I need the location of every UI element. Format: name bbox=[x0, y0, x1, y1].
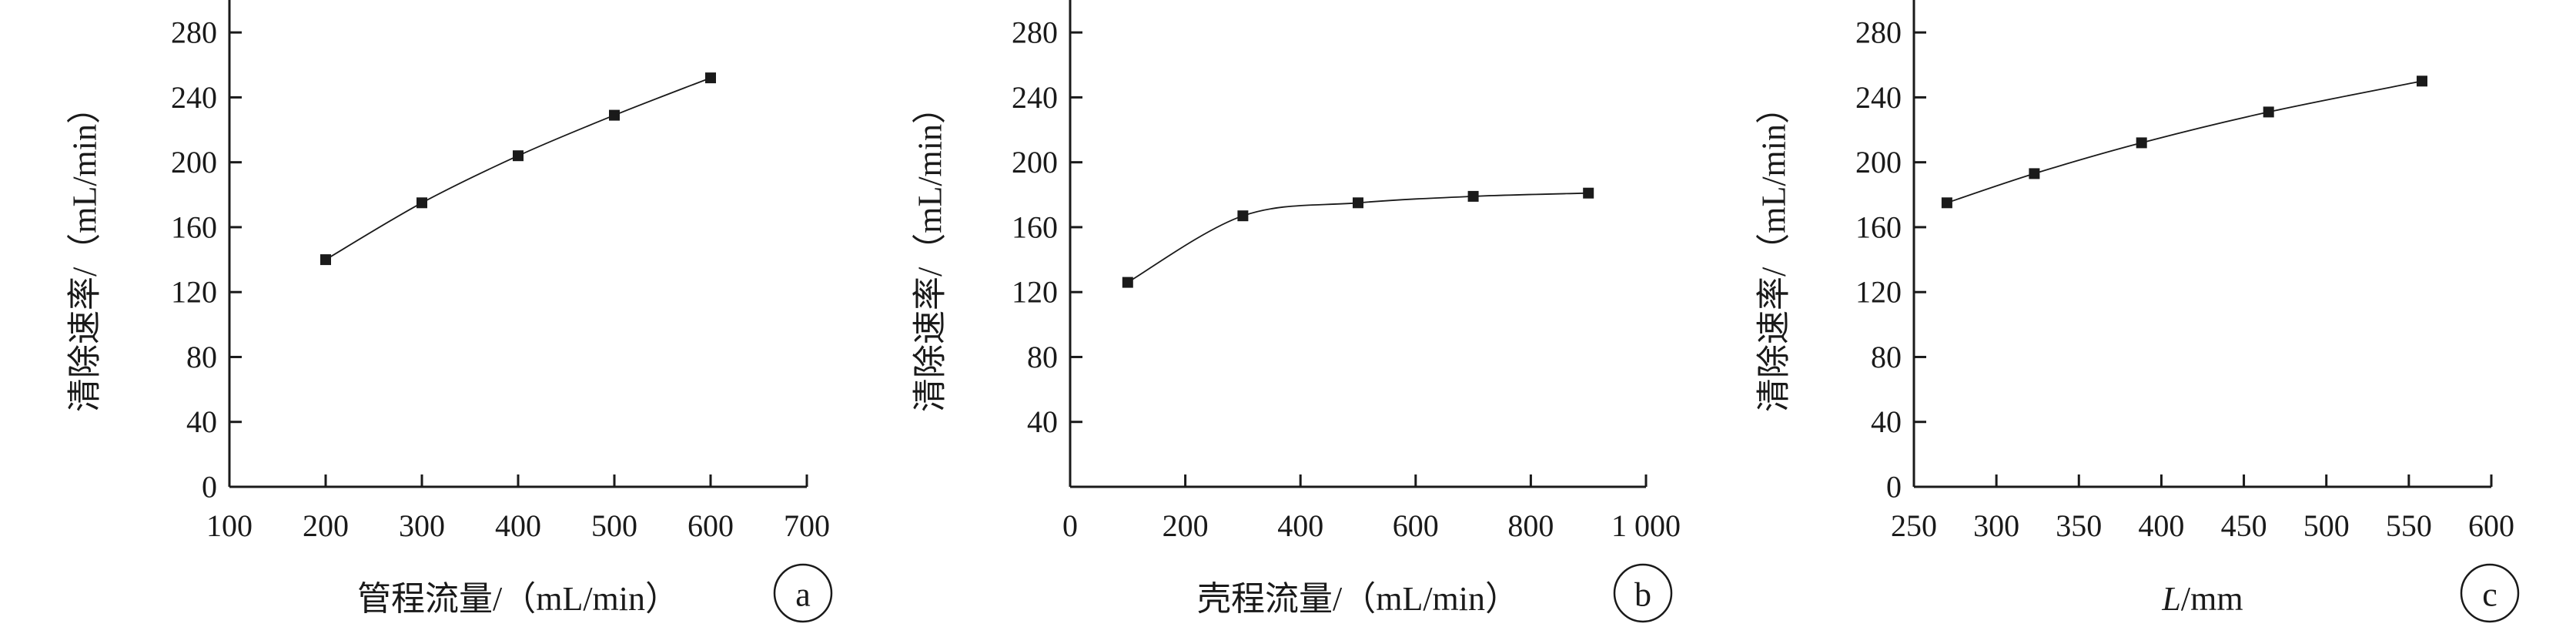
y-tick-label: 240 bbox=[1012, 80, 1058, 115]
y-axis-title: 清除速率/（mL/min） bbox=[1755, 90, 1793, 412]
data-point bbox=[320, 254, 331, 266]
x-tick-label: 400 bbox=[1277, 508, 1323, 543]
y-tick-label: 280 bbox=[171, 15, 217, 50]
y-tick-label: 0 bbox=[1886, 470, 1902, 505]
y-tick-label: 200 bbox=[1012, 145, 1058, 179]
y-tick-label: 240 bbox=[1855, 80, 1902, 115]
x-tick-label: 450 bbox=[2221, 508, 2267, 543]
x-tick-label: 600 bbox=[687, 508, 734, 543]
y-tick-label: 80 bbox=[186, 340, 217, 374]
x-tick-label: 1 000 bbox=[1611, 508, 1681, 543]
x-tick-label: 350 bbox=[2056, 508, 2102, 543]
data-point bbox=[513, 150, 524, 162]
panel-label: b bbox=[1634, 576, 1651, 614]
panel-label-circle bbox=[1613, 563, 1673, 623]
y-tick-label: 280 bbox=[1012, 15, 1058, 50]
y-tick-label: 200 bbox=[1855, 145, 1902, 179]
y-tick-label: 200 bbox=[171, 145, 217, 179]
y-tick-label: 160 bbox=[1855, 210, 1902, 244]
x-tick-label: 550 bbox=[2386, 508, 2432, 543]
x-axis-title: 壳程流量/（mL/min） bbox=[1197, 580, 1519, 618]
panel-label-circle bbox=[2460, 563, 2520, 623]
y-tick-label: 240 bbox=[171, 80, 217, 115]
data-point bbox=[1583, 187, 1594, 199]
data-point bbox=[1237, 210, 1249, 222]
x-axis-title-italic: L bbox=[2161, 580, 2180, 618]
data-point bbox=[2263, 106, 2274, 118]
y-tick-label: 120 bbox=[171, 275, 217, 310]
data-point bbox=[1122, 277, 1133, 288]
panel-b: 40 80 120 160 200 240 280 0 200 400 600 800 1 000 清除速… bbox=[912, 0, 1681, 623]
x-axis-title: L/mm bbox=[2161, 580, 2243, 618]
data-point bbox=[1353, 197, 1363, 209]
y-tick-label: 0 bbox=[202, 470, 217, 505]
x-tick-label: 200 bbox=[1163, 508, 1209, 543]
x-tick-label: 250 bbox=[1891, 508, 1937, 543]
y-tick-label: 120 bbox=[1012, 275, 1058, 310]
x-tick-label: 500 bbox=[591, 508, 637, 543]
y-tick-label: 160 bbox=[1012, 210, 1058, 244]
x-axis-title-rest: /mm bbox=[2181, 580, 2243, 618]
data-point bbox=[417, 197, 427, 209]
data-point bbox=[2136, 137, 2147, 149]
x-tick-label: 300 bbox=[399, 508, 445, 543]
y-axis-title: 清除速率/（mL/min） bbox=[912, 90, 949, 412]
x-tick-label: 500 bbox=[2303, 508, 2350, 543]
data-point bbox=[2417, 75, 2427, 87]
y-tick-label: 120 bbox=[1855, 275, 1902, 310]
x-tick-label: 700 bbox=[784, 508, 830, 543]
panel-a: 0 40 80 120 160 200 240 280 100 200 300 400 500 600 70… bbox=[66, 0, 833, 623]
x-tick-label: 600 bbox=[2468, 508, 2514, 543]
panel-label: c bbox=[2482, 576, 2497, 614]
x-tick-label: 200 bbox=[303, 508, 349, 543]
y-tick-label: 80 bbox=[1027, 340, 1058, 374]
data-point bbox=[1941, 197, 1952, 209]
y-tick-label: 40 bbox=[186, 404, 217, 439]
data-point bbox=[1467, 190, 1479, 202]
x-tick-label: 300 bbox=[1973, 508, 2019, 543]
data-point bbox=[2029, 168, 2040, 179]
panel-c: 0 40 80 120 160 200 240 280 250 300 350 400 450 500 55… bbox=[1755, 0, 2520, 623]
y-tick-label: 160 bbox=[171, 210, 217, 244]
data-point bbox=[705, 72, 716, 84]
series-line bbox=[325, 77, 711, 260]
y-tick-label: 40 bbox=[1871, 404, 1902, 439]
x-tick-label: 400 bbox=[495, 508, 541, 543]
x-axis-title: 管程流量/（mL/min） bbox=[357, 580, 679, 618]
panel-label: a bbox=[795, 576, 811, 614]
x-tick-label: 600 bbox=[1393, 508, 1439, 543]
y-axis-title: 清除速率/（mL/min） bbox=[66, 90, 104, 412]
y-tick-label: 80 bbox=[1871, 340, 1902, 374]
x-tick-label: 400 bbox=[2138, 508, 2184, 543]
data-point bbox=[609, 109, 620, 121]
x-tick-label: 100 bbox=[206, 508, 253, 543]
series-line bbox=[1946, 80, 2423, 204]
x-tick-label: 0 bbox=[1062, 508, 1078, 543]
x-tick-label: 800 bbox=[1507, 508, 1554, 543]
y-tick-label: 280 bbox=[1855, 15, 1902, 50]
y-tick-label: 40 bbox=[1027, 404, 1058, 439]
panel-label-circle bbox=[773, 563, 833, 623]
